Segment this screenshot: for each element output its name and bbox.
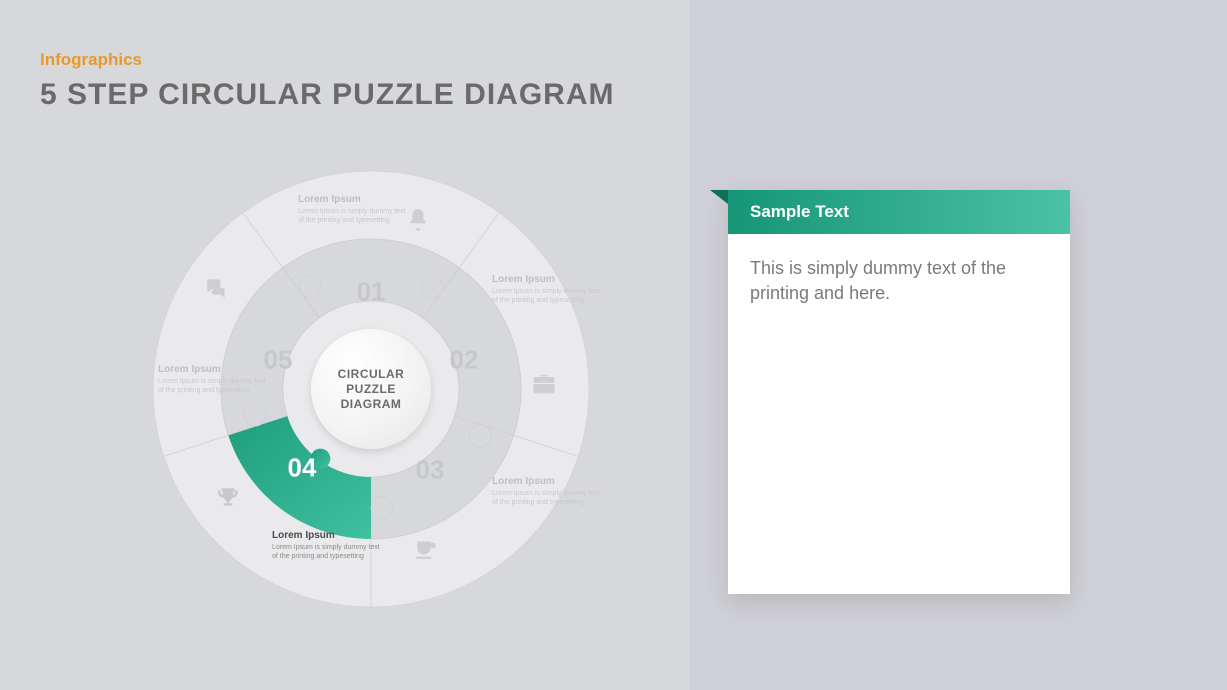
segment-label-title: Lorem Ipsum (492, 476, 602, 487)
segment-label-body: Lorem Ipsum is simply dummy text of the … (492, 287, 602, 305)
segment-label-title: Lorem Ipsum (272, 530, 382, 541)
segment-label-body: Lorem Ipsum is simply dummy text of the … (272, 543, 382, 561)
center-text-line2: PUZZLE (346, 382, 396, 396)
panel-notch (710, 190, 728, 204)
segment-label-title: Lorem Ipsum (298, 194, 408, 205)
center-text-line3: DIAGRAM (341, 397, 402, 411)
category-label: Infographics (40, 50, 142, 70)
segment-number-03: 03 (416, 455, 445, 486)
circular-puzzle-diagram: CIRCULAR PUZZLE DIAGRAM 0102030405Lorem … (150, 168, 592, 610)
segment-label-body: Lorem Ipsum is simply dummy text of the … (492, 489, 602, 507)
segment-label-04: Lorem Ipsum Lorem Ipsum is simply dummy t… (272, 530, 382, 561)
page-title: 5 STEP CIRCULAR PUZZLE DIAGRAM (40, 78, 614, 112)
segment-label-02: Lorem Ipsum Lorem Ipsum is simply dummy t… (492, 274, 602, 305)
segment-label-title: Lorem Ipsum (492, 274, 602, 285)
briefcase-icon (530, 370, 558, 398)
panel-header: Sample Text (728, 190, 1070, 234)
segment-label-01: Lorem Ipsum Lorem Ipsum is simply dummy t… (298, 194, 408, 225)
panel-body: This is simply dummy text of the printin… (728, 234, 1070, 328)
segment-label-body: Lorem Ipsum is simply dummy text of the … (158, 377, 268, 395)
segment-label-body: Lorem Ipsum is simply dummy text of the … (298, 207, 408, 225)
segment-label-03: Lorem Ipsum Lorem Ipsum is simply dummy t… (492, 476, 602, 507)
panel-body-text: This is simply dummy text of the printin… (750, 258, 1006, 303)
panel-header-text: Sample Text (750, 202, 849, 222)
sample-text-panel: Sample Text This is simply dummy text of… (728, 190, 1070, 594)
diagram-center: CIRCULAR PUZZLE DIAGRAM (311, 329, 431, 449)
segment-number-02: 02 (450, 345, 479, 376)
cup-icon (413, 535, 439, 561)
segment-number-01: 01 (357, 277, 386, 308)
center-text-line1: CIRCULAR (338, 367, 405, 381)
segment-label-05: Lorem Ipsum Lorem Ipsum is simply dummy t… (158, 364, 268, 395)
bell-icon (405, 207, 431, 233)
segment-label-title: Lorem Ipsum (158, 364, 268, 375)
trophy-icon (215, 485, 241, 511)
segment-number-04: 04 (288, 453, 317, 484)
chat-icon (203, 275, 229, 301)
